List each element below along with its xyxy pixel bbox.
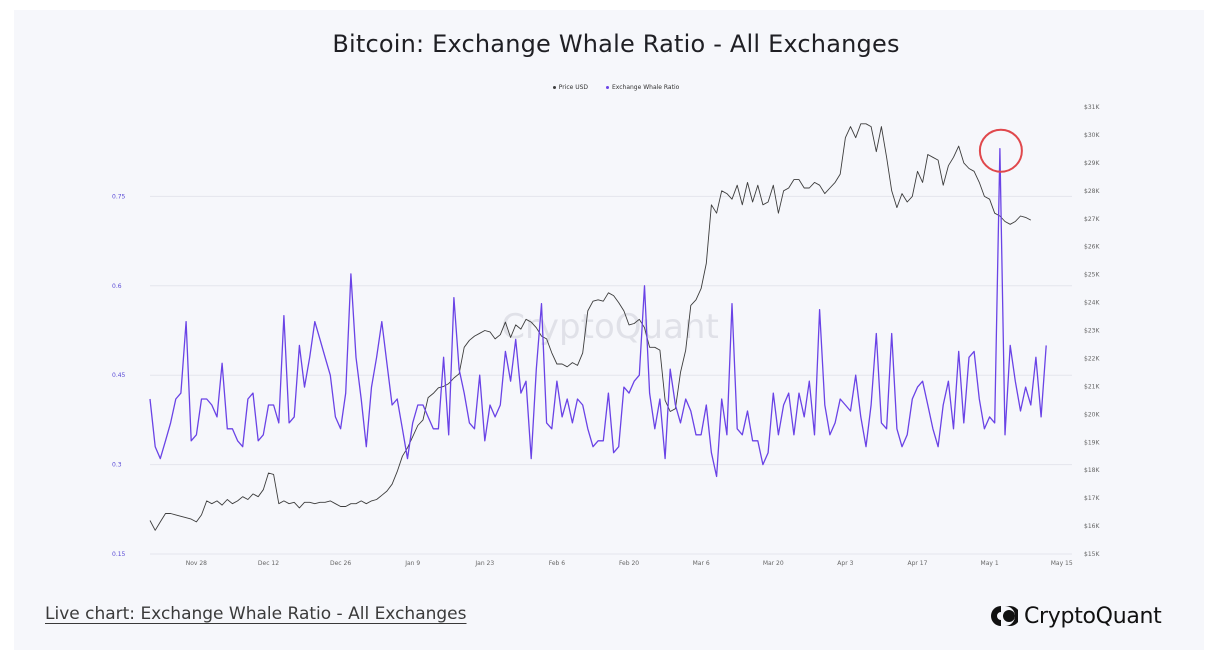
legend-dot-icon: [605, 86, 609, 89]
series-group: [149, 123, 1047, 531]
chart-legend: Price USD Exchange Whale Ratio: [0, 84, 1217, 91]
x-tick-label: Feb 20: [619, 560, 639, 567]
x-tick-label: Mar 20: [763, 560, 784, 567]
y-right-tick-label: $18K: [1084, 467, 1100, 474]
x-tick-label: Nov 28: [186, 560, 207, 567]
legend-dot-icon: [552, 86, 556, 89]
x-tick-label: May 15: [1051, 560, 1073, 567]
y-left-tick-label: 0.15: [112, 551, 126, 558]
exchange-whale-ratio-line: [149, 148, 1047, 478]
right-axis: $15K $16K $17K $18K $19K $20K $21K $22K $23K $24K…: [1084, 104, 1100, 558]
chart-card: [14, 10, 1204, 650]
y-right-tick-label: $27K: [1084, 216, 1100, 223]
annotation-group: [978, 128, 1023, 173]
grid-lines: [150, 195, 1072, 555]
y-right-tick-label: $15K: [1084, 551, 1100, 558]
x-tick-label: Dec 12: [258, 560, 279, 567]
brand: CryptoQuant: [988, 600, 1162, 632]
y-right-tick-label: $24K: [1084, 300, 1100, 307]
legend-item-price[interactable]: Price USD: [552, 84, 589, 91]
left-axis: 0.15 0.3 0.45 0.6 0.75: [112, 193, 126, 558]
y-right-tick-label: $17K: [1084, 495, 1100, 502]
watermark-text: CryptoQuant: [501, 307, 719, 347]
y-right-tick-label: $19K: [1084, 439, 1100, 446]
chart-title: Bitcoin: Exchange Whale Ratio - All Exch…: [332, 30, 900, 58]
y-right-tick-label: $22K: [1084, 355, 1100, 362]
x-tick-label: Apr 17: [908, 560, 928, 567]
x-tick-label: Jan 9: [404, 560, 420, 567]
y-right-tick-label: $26K: [1084, 244, 1100, 251]
brand-name: CryptoQuant: [1024, 603, 1162, 629]
y-left-tick-label: 0.3: [112, 462, 122, 469]
x-tick-label: Feb 6: [549, 560, 566, 567]
x-tick-label: Dec 26: [330, 560, 351, 567]
legend-label-whale-ratio: Exchange Whale Ratio: [611, 84, 680, 91]
y-right-tick-label: $25K: [1084, 272, 1100, 279]
live-chart-link[interactable]: Live chart: Exchange Whale Ratio - All E…: [45, 604, 467, 624]
y-left-tick-label: 0.75: [112, 193, 126, 200]
price-usd-line: [149, 123, 1032, 531]
highlight-circle: [978, 128, 1023, 173]
y-right-tick-label: $23K: [1084, 328, 1100, 335]
y-left-tick-label: 0.6: [112, 283, 122, 290]
y-right-tick-label: $21K: [1084, 383, 1100, 390]
y-right-tick-label: $16K: [1084, 523, 1100, 530]
y-right-tick-label: $28K: [1084, 188, 1100, 195]
x-tick-label: Apr 3: [837, 560, 853, 567]
x-tick-label: May 1: [981, 560, 999, 567]
legend-label-price: Price USD: [558, 84, 589, 91]
x-tick-label: Jan 23: [474, 560, 494, 567]
legend-item-whale-ratio[interactable]: Exchange Whale Ratio: [605, 84, 680, 91]
y-right-tick-label: $20K: [1084, 411, 1100, 418]
x-tick-label: Mar 6: [693, 560, 710, 567]
cryptoquant-logo-icon: [991, 606, 1018, 626]
y-right-tick-label: $31K: [1084, 104, 1100, 111]
y-right-tick-label: $29K: [1084, 160, 1100, 167]
y-right-tick-label: $30K: [1084, 132, 1100, 139]
x-axis: Nov 28 Dec 12 Dec 26 Jan 9 Jan 23 Feb 6 Feb 20…: [186, 560, 1073, 567]
y-left-tick-label: 0.45: [112, 372, 126, 379]
